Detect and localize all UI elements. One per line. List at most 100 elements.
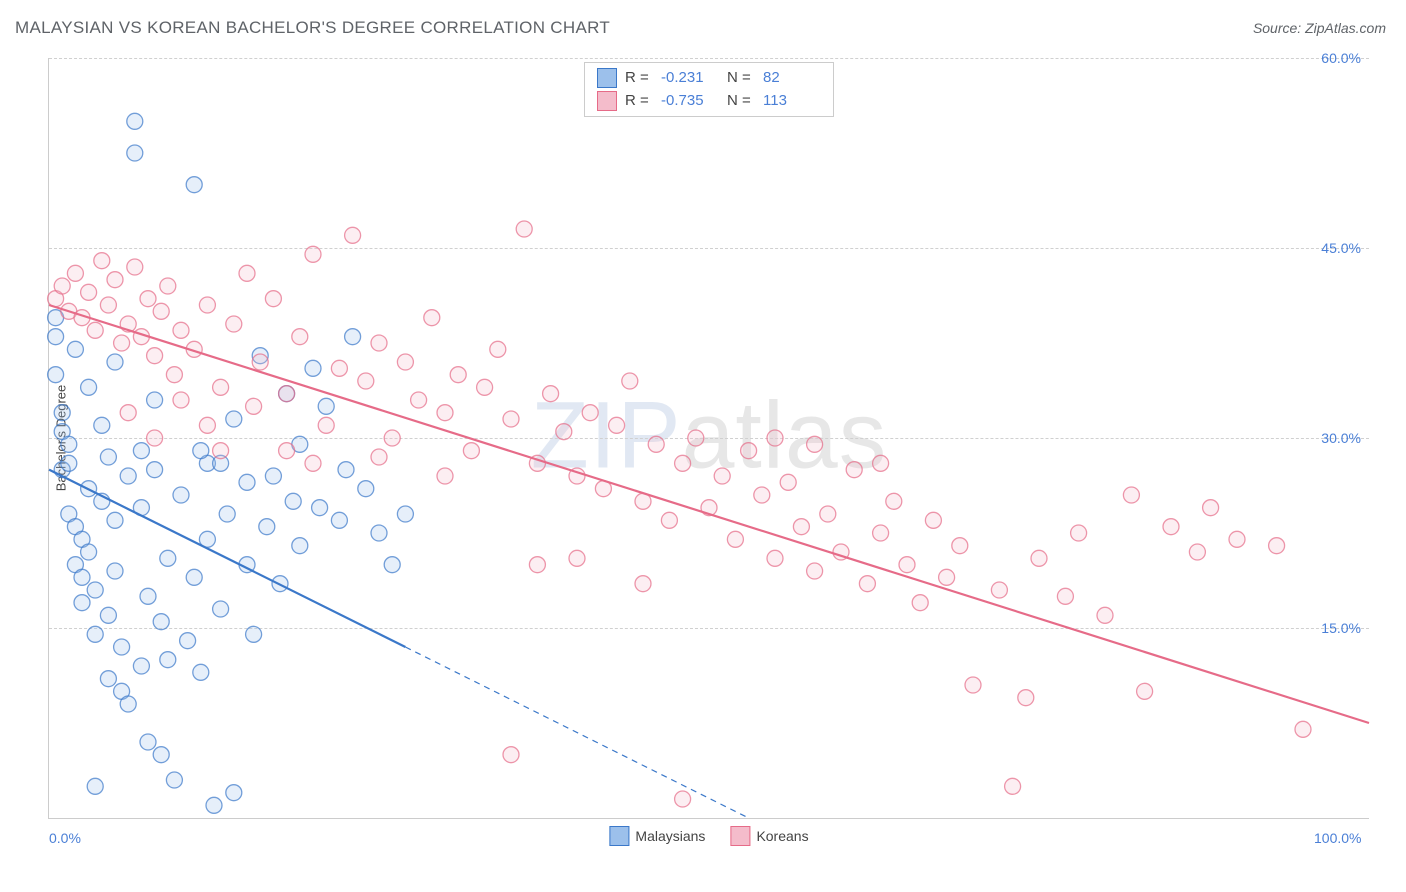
scatter-point (166, 367, 182, 383)
r-label: R = (625, 90, 653, 113)
scatter-point (991, 582, 1007, 598)
scatter-point (648, 436, 664, 452)
scatter-point (873, 455, 889, 471)
scatter-point (807, 563, 823, 579)
scatter-point (226, 785, 242, 801)
scatter-point (384, 557, 400, 573)
scatter-point (780, 474, 796, 490)
scatter-point (450, 367, 466, 383)
scatter-point (87, 322, 103, 338)
scatter-point (477, 379, 493, 395)
scatter-point (543, 386, 559, 402)
scatter-point (807, 436, 823, 452)
scatter-point (107, 354, 123, 370)
scatter-point (661, 512, 677, 528)
scatter-point (239, 474, 255, 490)
scatter-point (305, 360, 321, 376)
scatter-point (384, 430, 400, 446)
scatter-point (127, 145, 143, 161)
scatter-point (61, 436, 77, 452)
scatter-point (503, 411, 519, 427)
scatter-point (358, 373, 374, 389)
scatter-point (147, 348, 163, 364)
scatter-point (219, 506, 235, 522)
n-label: N = (727, 90, 755, 113)
scatter-point (160, 652, 176, 668)
scatter-point (371, 449, 387, 465)
scatter-point (873, 525, 889, 541)
scatter-point (1018, 690, 1034, 706)
scatter-point (74, 569, 90, 585)
scatter-point (87, 778, 103, 794)
scatter-point (516, 221, 532, 237)
scatter-point (54, 405, 70, 421)
legend-swatch-malaysians (609, 826, 629, 846)
scatter-point (318, 398, 334, 414)
scatter-point (100, 449, 116, 465)
scatter-point (1031, 550, 1047, 566)
scatter-point (133, 658, 149, 674)
scatter-point (100, 297, 116, 313)
scatter-point (285, 493, 301, 509)
scatter-point (312, 500, 328, 516)
scatter-point (153, 747, 169, 763)
scatter-point (173, 322, 189, 338)
scatter-point (675, 455, 691, 471)
scatter-point (925, 512, 941, 528)
scatter-svg (49, 58, 1369, 818)
scatter-point (166, 772, 182, 788)
scatter-point (114, 639, 130, 655)
trend-line-solid (49, 305, 1369, 723)
scatter-point (100, 607, 116, 623)
x-tick-label: 100.0% (1314, 830, 1361, 846)
scatter-point (912, 595, 928, 611)
scatter-point (67, 265, 83, 281)
scatter-point (939, 569, 955, 585)
scatter-point (186, 177, 202, 193)
scatter-point (331, 360, 347, 376)
scatter-point (107, 512, 123, 528)
scatter-point (127, 113, 143, 129)
scatter-point (675, 791, 691, 807)
scatter-point (147, 462, 163, 478)
scatter-point (279, 443, 295, 459)
scatter-point (160, 278, 176, 294)
scatter-point (1203, 500, 1219, 516)
scatter-point (193, 664, 209, 680)
scatter-point (490, 341, 506, 357)
scatter-point (120, 468, 136, 484)
scatter-point (186, 569, 202, 585)
scatter-point (1097, 607, 1113, 623)
scatter-point (120, 696, 136, 712)
scatter-point (173, 392, 189, 408)
scatter-point (1057, 588, 1073, 604)
scatter-point (437, 468, 453, 484)
scatter-point (463, 443, 479, 459)
legend-item-malaysians: Malaysians (609, 826, 705, 846)
scatter-point (767, 550, 783, 566)
scatter-point (81, 544, 97, 560)
scatter-point (741, 443, 757, 459)
source-attribution: Source: ZipAtlas.com (1253, 20, 1386, 36)
scatter-point (338, 462, 354, 478)
scatter-point (107, 563, 123, 579)
scatter-point (213, 601, 229, 617)
scatter-point (371, 525, 387, 541)
scatter-point (94, 253, 110, 269)
scatter-point (345, 329, 361, 345)
scatter-point (180, 633, 196, 649)
scatter-point (1163, 519, 1179, 535)
scatter-point (265, 291, 281, 307)
scatter-point (899, 557, 915, 573)
scatter-point (87, 626, 103, 642)
scatter-point (1229, 531, 1245, 547)
scatter-point (100, 671, 116, 687)
scatter-point (1071, 525, 1087, 541)
scatter-point (714, 468, 730, 484)
scatter-point (153, 614, 169, 630)
scatter-point (193, 443, 209, 459)
legend-label-malaysians: Malaysians (635, 828, 705, 844)
scatter-point (305, 455, 321, 471)
scatter-point (358, 481, 374, 497)
scatter-point (411, 392, 427, 408)
